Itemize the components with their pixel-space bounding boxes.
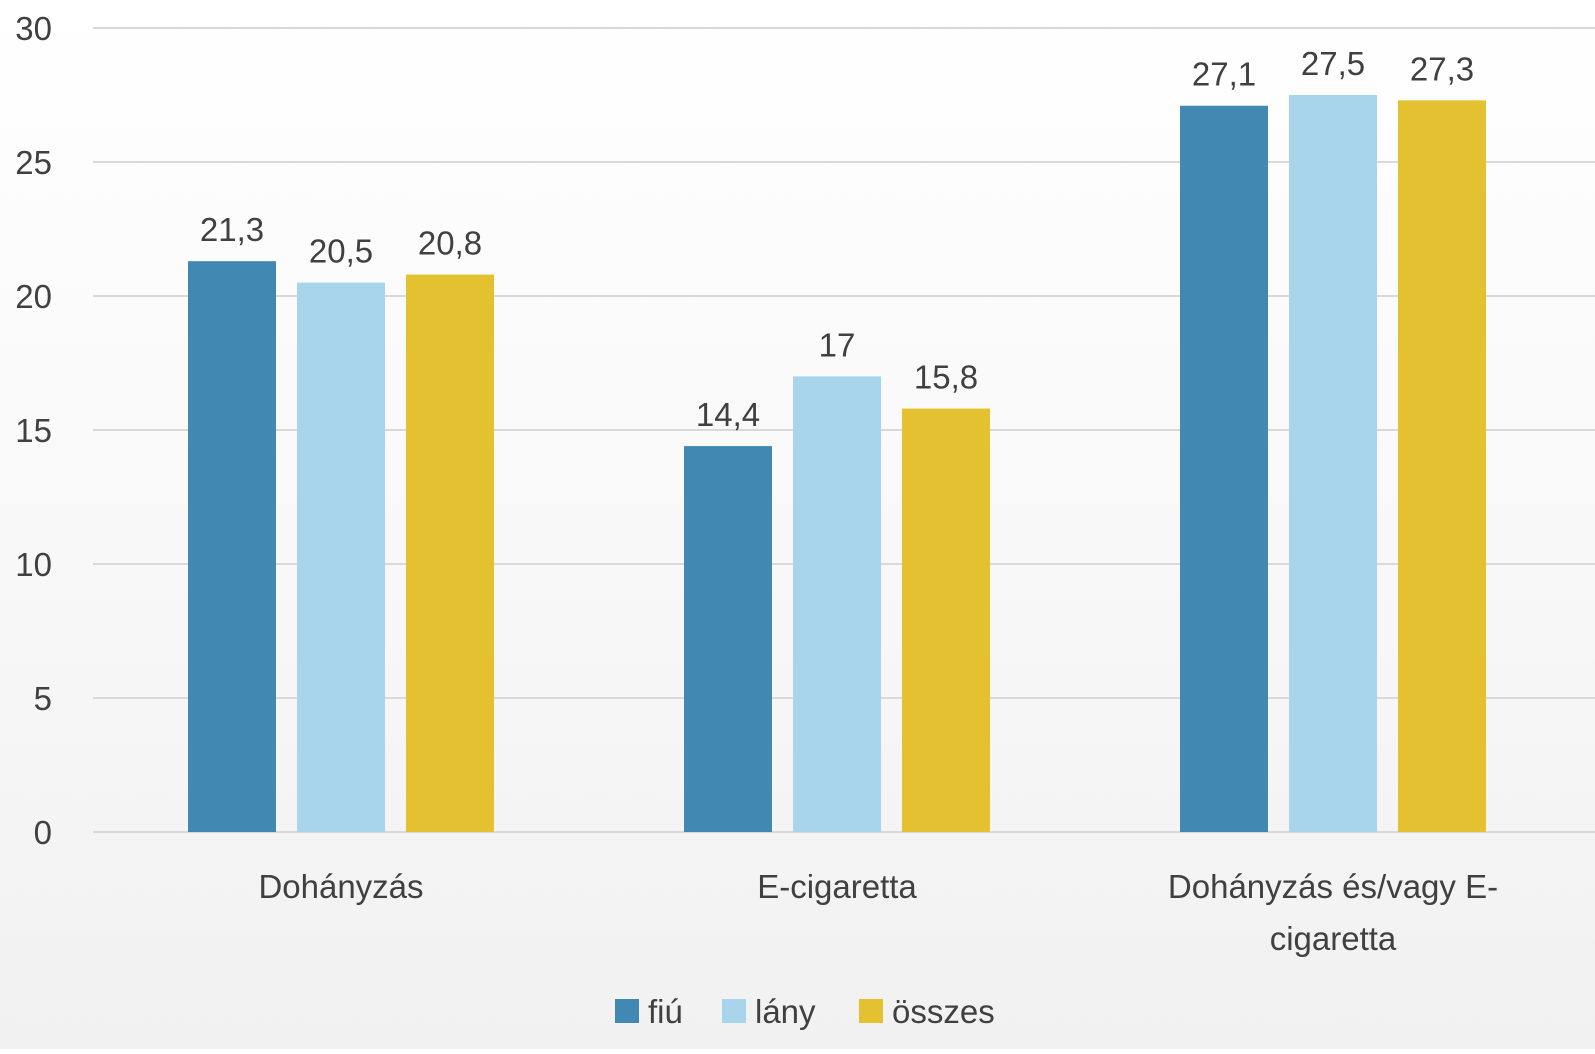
bar[interactable] [1289, 95, 1377, 832]
y-tick-label: 0 [34, 814, 52, 851]
legend-label[interactable]: fiú [648, 993, 683, 1030]
y-tick-label: 25 [15, 144, 52, 181]
bar[interactable] [1180, 105, 1268, 833]
data-label: 27,1 [1192, 56, 1256, 93]
y-tick-label: 20 [15, 278, 52, 315]
legend-swatch[interactable] [722, 999, 746, 1023]
data-label: 20,5 [309, 233, 373, 270]
bars [188, 95, 1486, 833]
bar[interactable] [793, 376, 881, 832]
y-tick-label: 15 [15, 412, 52, 449]
x-axis-category-labels: Dohányzás E-cigaretta Dohányzás és/vagy E-… [258, 868, 1498, 957]
x-category-label: E-cigaretta [757, 868, 917, 905]
legend-label[interactable]: lány [755, 993, 816, 1030]
data-label: 14,4 [696, 396, 760, 433]
bar[interactable] [297, 282, 385, 833]
data-label: 27,5 [1301, 45, 1365, 82]
bar[interactable] [684, 446, 772, 832]
data-labels: 21,3 20,5 20,8 14,4 17 15,8 27,1 27,5 27,3 [200, 45, 1474, 433]
legend-swatch[interactable] [859, 999, 883, 1023]
bar[interactable] [902, 408, 990, 832]
x-category-label: cigaretta [1270, 920, 1397, 957]
x-category-label: Dohányzás [258, 868, 423, 905]
y-axis-tick-labels: 0 5 10 15 20 25 30 [15, 10, 52, 851]
data-label: 17 [819, 326, 856, 363]
x-category-label: Dohányzás és/vagy E- [1168, 868, 1498, 905]
y-tick-label: 10 [15, 546, 52, 583]
legend-label[interactable]: összes [892, 993, 995, 1030]
bar[interactable] [188, 261, 276, 832]
bar[interactable] [1398, 100, 1486, 833]
y-tick-label: 5 [34, 680, 52, 717]
bar[interactable] [406, 274, 494, 832]
data-label: 21,3 [200, 211, 264, 248]
legend[interactable]: fiú lány összes [615, 993, 995, 1030]
legend-swatch[interactable] [615, 999, 639, 1023]
y-tick-label: 30 [15, 10, 52, 47]
data-label: 15,8 [914, 359, 978, 396]
data-label: 27,3 [1410, 50, 1474, 87]
data-label: 20,8 [418, 225, 482, 262]
